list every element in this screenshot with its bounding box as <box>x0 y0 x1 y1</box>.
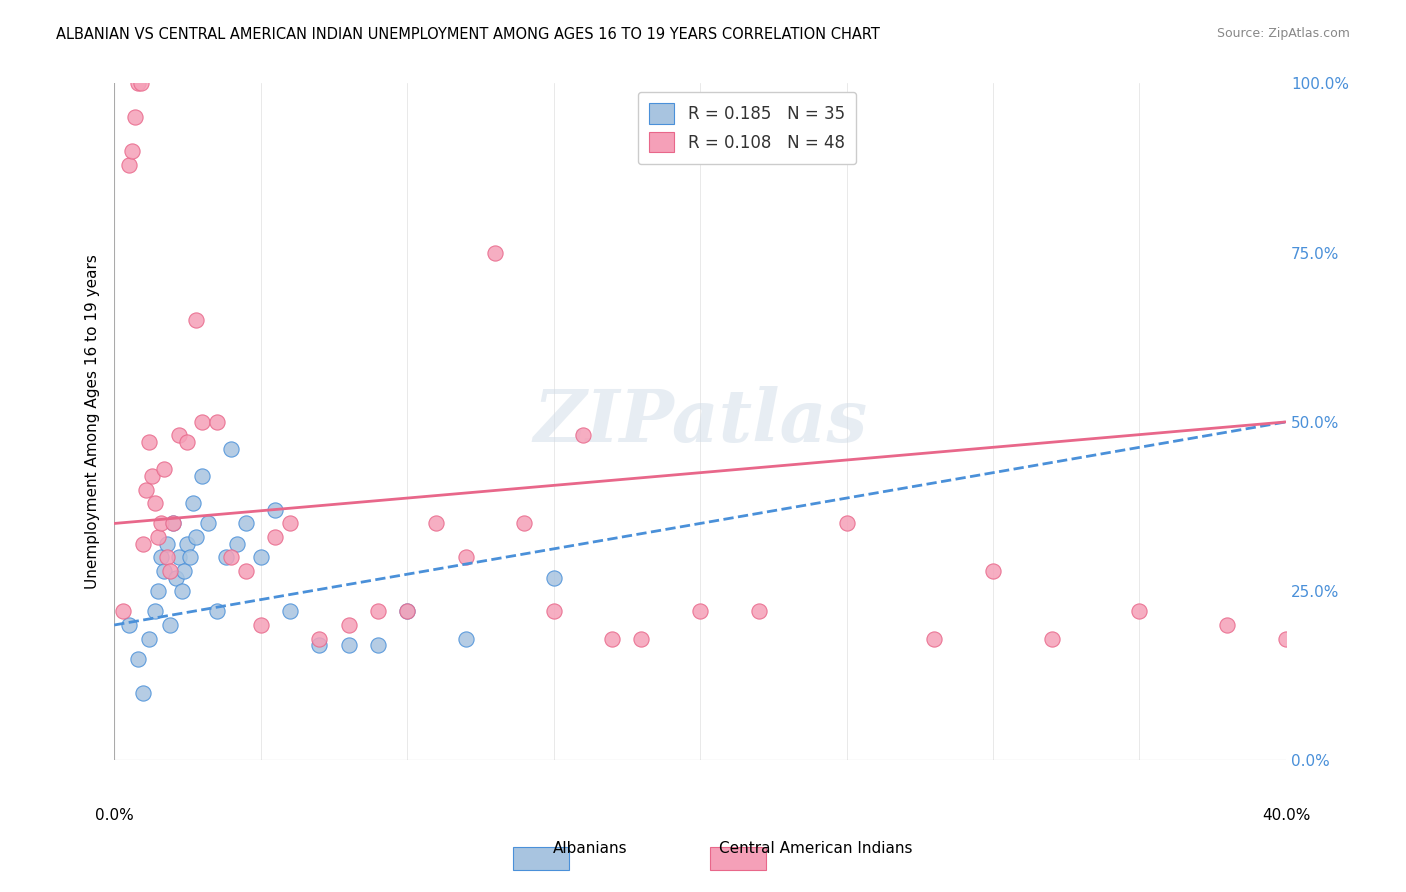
Legend: R = 0.185   N = 35, R = 0.108   N = 48: R = 0.185 N = 35, R = 0.108 N = 48 <box>637 92 856 164</box>
Point <box>484 245 506 260</box>
Point <box>165 571 187 585</box>
Point <box>118 158 141 172</box>
Point <box>141 469 163 483</box>
Point <box>425 516 447 531</box>
Point <box>1275 632 1298 646</box>
Point <box>214 550 236 565</box>
Point <box>156 550 179 565</box>
Point <box>367 605 389 619</box>
Point <box>179 550 201 565</box>
Point <box>367 638 389 652</box>
Point <box>176 435 198 450</box>
Point <box>924 632 946 646</box>
Point <box>162 516 184 531</box>
Point <box>186 313 208 327</box>
Point <box>396 605 419 619</box>
Point <box>1216 618 1239 632</box>
Point <box>173 564 195 578</box>
Point <box>221 550 243 565</box>
Point <box>121 144 143 158</box>
Point <box>150 516 173 531</box>
Text: ZIPatlas: ZIPatlas <box>533 386 868 458</box>
Point <box>454 550 477 565</box>
Point <box>264 503 287 517</box>
Point <box>118 618 141 632</box>
Point <box>235 516 257 531</box>
Point <box>159 564 181 578</box>
Point <box>138 632 160 646</box>
Point <box>132 686 155 700</box>
Point <box>143 496 166 510</box>
Point <box>308 632 330 646</box>
Point <box>235 564 257 578</box>
Point <box>138 435 160 450</box>
Point <box>129 77 152 91</box>
Point <box>124 110 146 124</box>
Point <box>132 537 155 551</box>
Text: Source: ZipAtlas.com: Source: ZipAtlas.com <box>1216 27 1350 40</box>
Point <box>543 571 565 585</box>
Point <box>167 428 190 442</box>
Point <box>249 550 271 565</box>
Point <box>111 605 134 619</box>
Text: Albanians: Albanians <box>553 841 628 856</box>
Point <box>167 550 190 565</box>
Text: ALBANIAN VS CENTRAL AMERICAN INDIAN UNEMPLOYMENT AMONG AGES 16 TO 19 YEARS CORRE: ALBANIAN VS CENTRAL AMERICAN INDIAN UNEM… <box>56 27 880 42</box>
Point <box>1040 632 1063 646</box>
Point <box>337 638 360 652</box>
Text: Central American Indians: Central American Indians <box>718 841 912 856</box>
Point <box>170 584 193 599</box>
Point <box>600 632 623 646</box>
Point <box>396 605 419 619</box>
Point <box>135 483 157 497</box>
Point <box>127 77 149 91</box>
Point <box>308 638 330 652</box>
Point <box>205 415 228 429</box>
Point <box>249 618 271 632</box>
Point <box>153 462 176 476</box>
Point <box>572 428 595 442</box>
Point <box>278 605 301 619</box>
Point <box>191 469 214 483</box>
Point <box>337 618 360 632</box>
Point <box>197 516 219 531</box>
Point <box>181 496 204 510</box>
Point <box>127 652 149 666</box>
Point <box>630 632 652 646</box>
Point <box>156 537 179 551</box>
Y-axis label: Unemployment Among Ages 16 to 19 years: Unemployment Among Ages 16 to 19 years <box>86 254 100 590</box>
Text: 40.0%: 40.0% <box>1261 808 1310 822</box>
Point <box>146 584 169 599</box>
Point <box>221 442 243 456</box>
Point <box>205 605 228 619</box>
Point <box>153 564 176 578</box>
Point <box>264 530 287 544</box>
Point <box>278 516 301 531</box>
Point <box>981 564 1004 578</box>
Point <box>1128 605 1150 619</box>
Point <box>748 605 770 619</box>
Point <box>159 618 181 632</box>
Point <box>146 530 169 544</box>
Point <box>226 537 249 551</box>
Text: 0.0%: 0.0% <box>94 808 134 822</box>
Point <box>513 516 536 531</box>
Point <box>543 605 565 619</box>
Point <box>150 550 173 565</box>
Point <box>176 537 198 551</box>
Point <box>689 605 711 619</box>
Point <box>162 516 184 531</box>
Point <box>191 415 214 429</box>
Point <box>186 530 208 544</box>
Point <box>143 605 166 619</box>
Point <box>835 516 858 531</box>
Point <box>454 632 477 646</box>
